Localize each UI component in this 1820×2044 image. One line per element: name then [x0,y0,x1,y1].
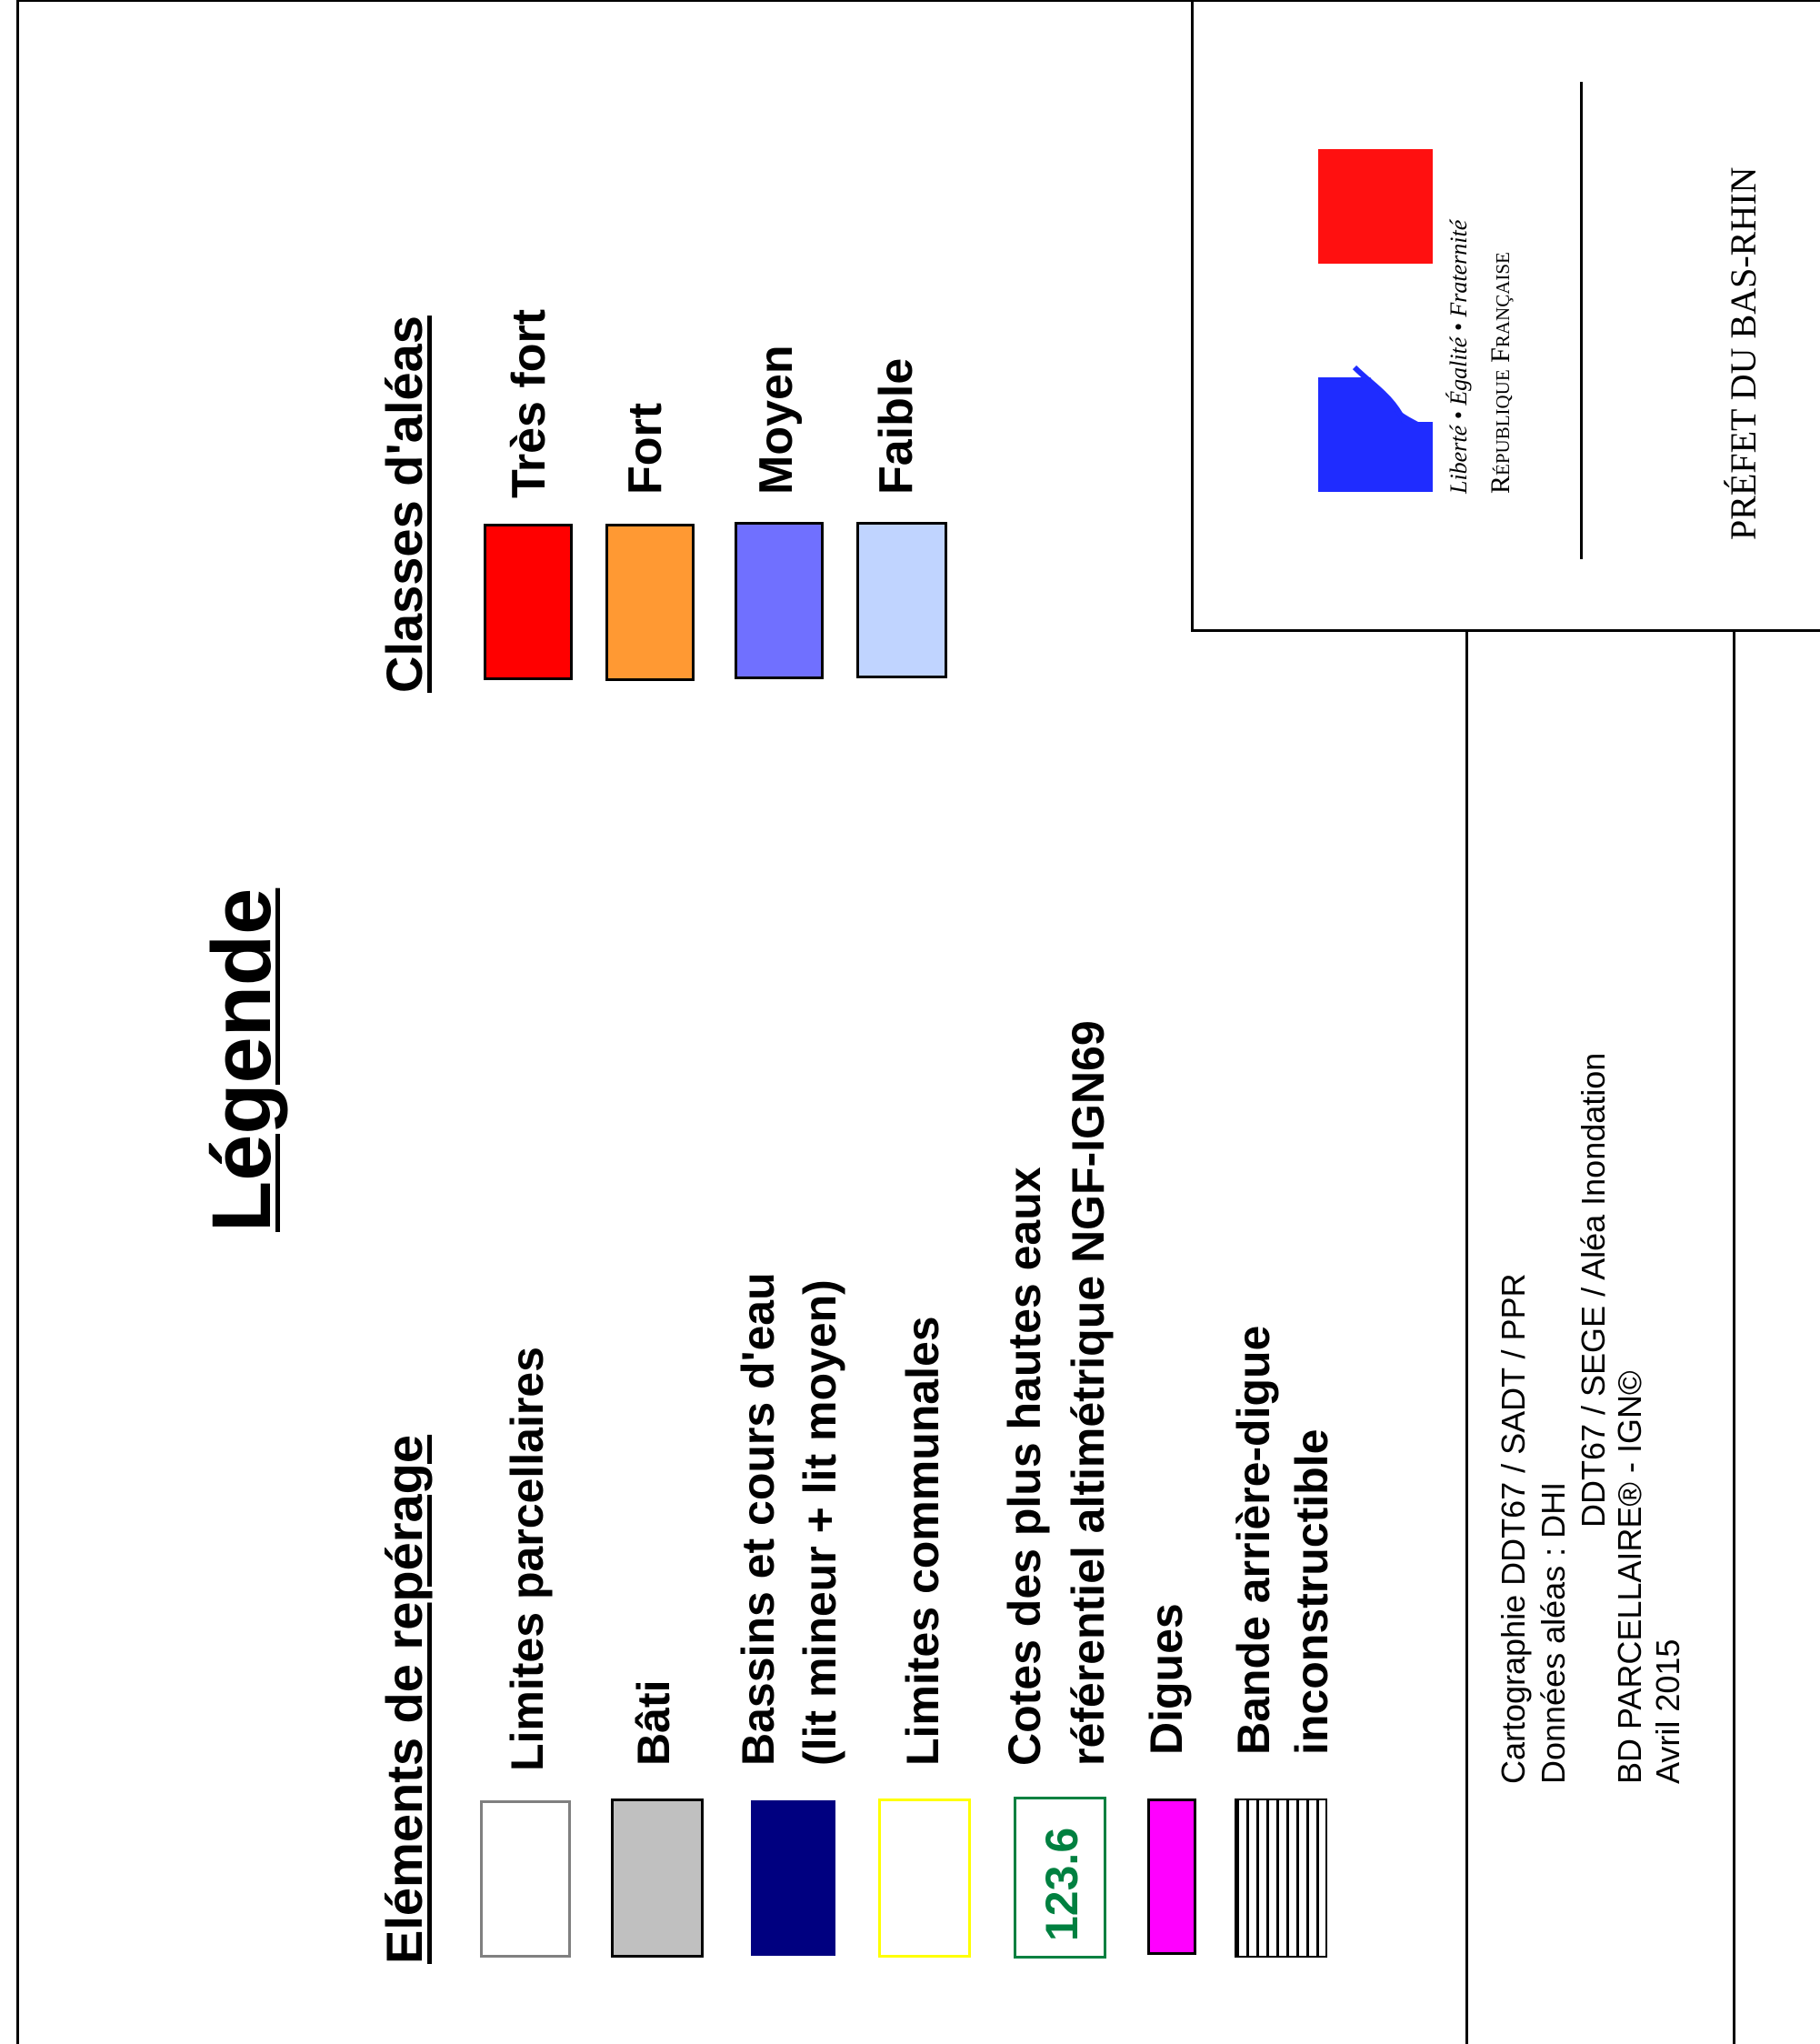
prefet-divider [1733,631,1735,2044]
swatch-bassins [751,1800,835,1956]
label-limites-communales: Limites communales [897,1316,948,1766]
credits-line-3: DDT67 / SEGE / Aléa Inondation [1575,1052,1612,1528]
credits-line-1: Cartographie DDT67 / SADT / PPR [1495,1273,1532,1784]
frame-left [16,0,19,2044]
logo-motto: Liberté • Égalité • Fraternité [1445,219,1472,494]
credits-divider [1465,631,1468,2044]
credits-line-4: BD PARCELLAIRE® - IGN© [1611,1370,1648,1784]
marianne-icon [1318,149,1433,492]
aleas-heading: Classes d'aléas [375,316,433,693]
label-limites-parcellaires: Limites parcellaires [502,1347,553,1771]
label-cotes-line2: référentiel altimétrique NGF-IGN69 [1063,1020,1114,1766]
label-fort: Fort [619,402,672,495]
logo-separator [1580,82,1583,559]
logo-box-left [1191,0,1194,631]
swatch-limites-communales [878,1799,971,1958]
swatch-bati [611,1799,704,1958]
frame-top [16,0,1820,2]
reperage-heading: Eléments de repérage [375,1434,433,1964]
credits-line-5: Avril 2015 [1649,1638,1686,1784]
swatch-bande-arriere-digue [1235,1799,1327,1958]
swatch-faible [856,522,947,678]
logo-republic: République Française [1485,252,1515,494]
label-tres-fort: Très fort [503,308,555,498]
label-bassins-line1: Bassins et cours d'eau [733,1272,784,1766]
label-bande-line1: Bande arrière-digue [1228,1325,1279,1755]
marianne-logo [1318,149,1433,492]
legend-title: Légende [195,887,288,1232]
swatch-digues [1147,1799,1196,1955]
swatch-tres-fort [484,524,573,680]
prefet-title: PRÉFET DU BAS-RHIN [1723,166,1764,540]
label-moyen: Moyen [750,345,803,495]
label-bati: Bâti [628,1679,679,1766]
label-cotes-line1: Cotes des plus hautes eaux [999,1167,1050,1766]
label-bassins-line2: (lit mineur + lit moyen) [795,1279,845,1766]
label-bande-line2: inconstructible [1286,1428,1337,1755]
swatch-limites-parcellaires [480,1800,571,1958]
swatch-moyen [735,522,824,679]
logo-box-bottom [1191,629,1820,632]
label-faible: Faible [870,357,923,495]
swatch-cotes [1014,1797,1106,1959]
swatch-fort [605,524,695,681]
swatch-cotes-value: 123.6 [1036,1827,1087,1941]
credits-line-2: Données aléas : DHI [1535,1481,1572,1784]
label-digues: Digues [1141,1603,1192,1755]
